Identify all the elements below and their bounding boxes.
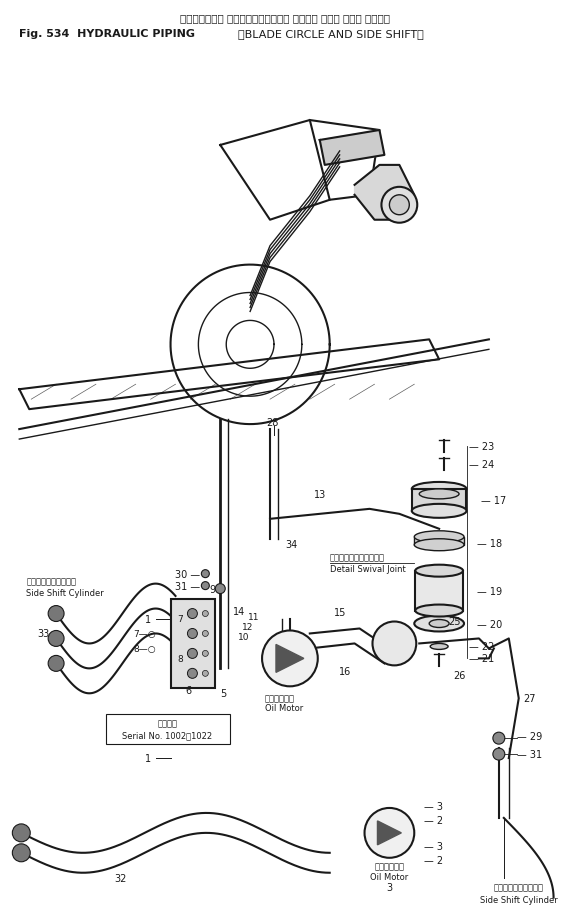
Text: 34: 34: [285, 539, 297, 550]
Circle shape: [48, 630, 64, 647]
Text: （BLADE CIRCLE AND SIDE SHIFT）: （BLADE CIRCLE AND SIDE SHIFT）: [238, 29, 424, 40]
Bar: [412, 490, 466, 511]
Ellipse shape: [420, 490, 459, 499]
Text: — 29: — 29: [517, 732, 542, 742]
Bar: [170, 599, 215, 688]
Circle shape: [13, 844, 30, 862]
Text: 3: 3: [386, 881, 393, 891]
Ellipse shape: [414, 531, 464, 543]
Text: 6: 6: [185, 686, 192, 696]
Text: — 23: — 23: [469, 441, 494, 451]
Polygon shape: [320, 130, 384, 165]
Circle shape: [201, 570, 209, 578]
Ellipse shape: [430, 643, 448, 650]
Bar: [416, 571, 463, 611]
Text: 7—○: 7—○: [133, 630, 156, 639]
Text: 12: 12: [242, 622, 254, 631]
Text: 15: 15: [333, 607, 346, 617]
Text: 10: 10: [238, 632, 250, 641]
Circle shape: [48, 606, 64, 622]
Text: 11: 11: [248, 612, 259, 621]
Polygon shape: [355, 165, 414, 221]
Text: Fig. 534  HYDRAULIC PIPING: Fig. 534 HYDRAULIC PIPING: [19, 29, 196, 40]
Text: 26: 26: [453, 671, 465, 681]
Text: — 22: — 22: [469, 641, 494, 652]
Ellipse shape: [416, 605, 463, 617]
Polygon shape: [276, 645, 304, 673]
Circle shape: [48, 655, 64, 672]
Ellipse shape: [414, 616, 464, 631]
Text: — 21: — 21: [469, 653, 494, 664]
Text: ハイドロリック パイピング（ブレード サークル および サイド シフト）: ハイドロリック パイピング（ブレード サークル および サイド シフト）: [180, 14, 390, 23]
Text: 32: 32: [115, 873, 127, 883]
Text: Side Shift Cylinder: Side Shift Cylinder: [480, 895, 557, 903]
Circle shape: [381, 187, 417, 223]
Circle shape: [202, 651, 208, 657]
Text: サイドシフトシリンダ: サイドシフトシリンダ: [26, 576, 76, 585]
Circle shape: [215, 584, 225, 594]
Text: — 31: — 31: [517, 749, 542, 759]
Text: 5: 5: [220, 688, 226, 698]
Text: — 24: — 24: [469, 460, 494, 470]
Text: サイドシフトシリンダ: サイドシフトシリンダ: [494, 883, 544, 891]
Text: 8: 8: [178, 654, 184, 664]
Text: 27: 27: [524, 694, 536, 704]
Text: Oil Motor: Oil Motor: [370, 872, 409, 880]
Circle shape: [389, 196, 409, 215]
Text: 33: 33: [37, 629, 49, 639]
Circle shape: [201, 582, 209, 590]
Circle shape: [188, 629, 197, 639]
Text: 16: 16: [339, 666, 351, 676]
Text: オイルモータ: オイルモータ: [265, 694, 295, 702]
Circle shape: [493, 748, 505, 760]
Bar: [414, 538, 464, 545]
Text: — 20: — 20: [477, 618, 502, 629]
Ellipse shape: [414, 539, 464, 551]
Bar: [106, 714, 230, 744]
Text: — 18: — 18: [477, 539, 502, 548]
Circle shape: [188, 609, 197, 618]
Circle shape: [372, 622, 416, 665]
Text: Serial No. 1002～1022: Serial No. 1002～1022: [123, 731, 213, 740]
Text: 31 —: 31 —: [175, 581, 201, 591]
Polygon shape: [377, 821, 401, 845]
Text: スイベルジョイント詳細: スイベルジョイント詳細: [329, 552, 385, 562]
Ellipse shape: [412, 482, 466, 496]
Text: 14: 14: [233, 606, 246, 616]
Text: Detail Swival Joint: Detail Swival Joint: [329, 564, 405, 573]
Circle shape: [262, 630, 317, 686]
Text: — 3: — 3: [424, 801, 443, 811]
Circle shape: [13, 824, 30, 842]
Text: 8—○: 8—○: [133, 644, 156, 653]
Circle shape: [188, 669, 197, 678]
Text: — 2: — 2: [424, 855, 443, 865]
Text: — 2: — 2: [424, 815, 443, 825]
Circle shape: [365, 808, 414, 857]
Text: 28: 28: [266, 417, 278, 427]
Text: 備用番号: 備用番号: [157, 719, 177, 728]
Text: — 17: — 17: [481, 495, 506, 505]
Text: — 19: — 19: [477, 586, 502, 596]
Circle shape: [202, 630, 208, 637]
Text: 25: 25: [448, 617, 461, 627]
Circle shape: [202, 611, 208, 617]
Ellipse shape: [416, 565, 463, 577]
Text: 7: 7: [178, 614, 184, 623]
Ellipse shape: [412, 505, 466, 518]
Text: 30 —: 30 —: [175, 569, 201, 579]
Circle shape: [493, 732, 505, 744]
Text: 1: 1: [145, 614, 150, 624]
Text: 13: 13: [314, 489, 326, 499]
Ellipse shape: [429, 619, 449, 628]
Text: 9: 9: [209, 584, 215, 594]
Text: オイルモータ: オイルモータ: [374, 862, 404, 871]
Text: 1: 1: [145, 754, 150, 764]
Text: — 3: — 3: [424, 841, 443, 851]
Text: Side Shift Cylinder: Side Shift Cylinder: [26, 588, 104, 597]
Circle shape: [202, 671, 208, 676]
Text: Oil Motor: Oil Motor: [265, 704, 303, 712]
Circle shape: [188, 649, 197, 659]
